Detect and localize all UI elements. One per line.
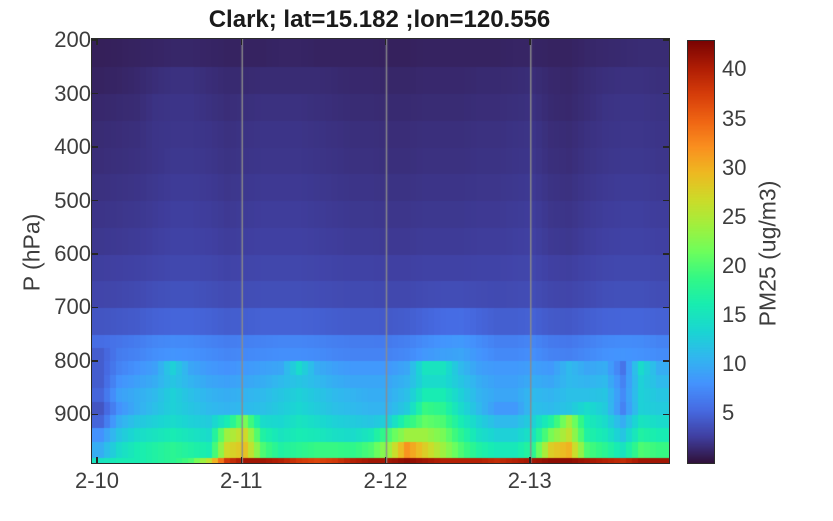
colorbar-tick-label: 40 (722, 56, 747, 82)
tick-mark (663, 146, 669, 148)
colorbar-tick-label: 35 (722, 105, 747, 131)
tick-mark (92, 146, 98, 148)
tick-mark (529, 39, 531, 45)
tick-mark (96, 39, 98, 45)
plot-area (91, 38, 670, 464)
colorbar (687, 40, 715, 464)
tick-mark (663, 253, 669, 255)
tick-mark (663, 199, 669, 202)
tick-mark (240, 457, 242, 463)
colorbar-tick-label: 5 (722, 399, 735, 425)
y-tick-label: 200 (54, 27, 91, 53)
x-tick-label: 2-11 (220, 468, 263, 493)
tick-mark (92, 360, 98, 362)
tick-mark (663, 39, 669, 41)
tick-mark (240, 39, 242, 45)
heatmap-canvas (92, 39, 669, 463)
tick-mark (384, 457, 387, 463)
tick-mark (92, 92, 98, 95)
y-tick-label: 600 (54, 241, 91, 266)
chart-title: Clark; lat=15.182 ;lon=120.556 (208, 6, 551, 33)
colorbar-tick-label: 10 (722, 350, 747, 376)
tick-mark (529, 457, 531, 463)
y-tick-label: 800 (54, 347, 91, 373)
tick-mark (663, 306, 669, 309)
y-tick-label: 900 (54, 401, 91, 427)
tick-mark (96, 457, 98, 463)
tick-mark (663, 413, 669, 416)
colorbar-label: PM25 (ug/m3) (754, 180, 781, 327)
y-tick-label: 500 (54, 187, 91, 213)
colorbar-tick-label: 20 (722, 252, 747, 278)
tick-mark (92, 253, 98, 255)
tick-mark (92, 306, 98, 309)
tick-mark (92, 39, 98, 41)
colorbar-tick-label: 15 (722, 301, 747, 327)
tick-mark (92, 413, 98, 416)
colorbar-canvas (688, 41, 714, 463)
x-tick-label: 2-10 (74, 468, 120, 493)
y-tick-label: 300 (54, 80, 91, 106)
tick-mark (663, 92, 669, 95)
tick-mark (663, 360, 669, 362)
y-tick-label: 700 (54, 294, 91, 320)
tick-mark (384, 39, 387, 45)
y-tick-label: 400 (54, 134, 91, 160)
x-tick-label: 2-13 (507, 468, 552, 493)
tick-mark (92, 199, 98, 202)
x-tick-label: 2-12 (363, 468, 408, 493)
colorbar-tick-label: 25 (722, 203, 747, 229)
colorbar-tick-label: 30 (722, 154, 747, 180)
